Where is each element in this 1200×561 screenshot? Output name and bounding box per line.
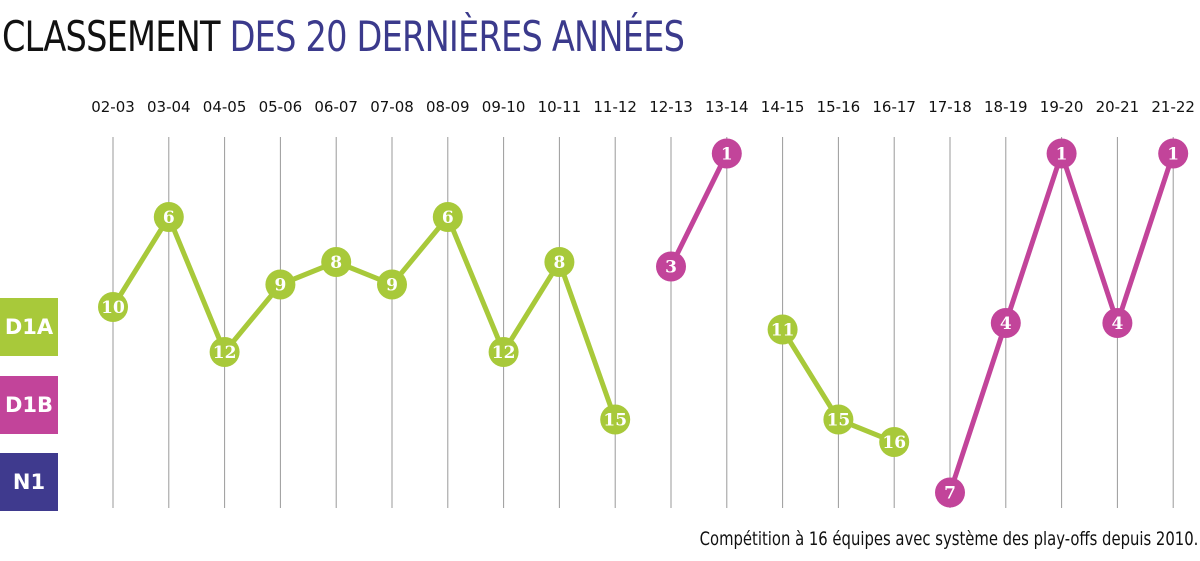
line-d1b-0 bbox=[668, 151, 730, 269]
rank-label-05-06: 9 bbox=[274, 276, 286, 296]
division-n1-badge: N1 bbox=[0, 453, 58, 511]
season-label-16-17: 16-17 bbox=[872, 98, 916, 116]
rank-label-13-14: 1 bbox=[721, 145, 733, 165]
rank-marker-09-10 bbox=[488, 337, 519, 367]
rank-marker-12-13 bbox=[656, 251, 686, 282]
season-label-02-03: 02-03 bbox=[91, 98, 135, 116]
rank-marker-17-18 bbox=[935, 477, 965, 508]
rank-label-15-16: 15 bbox=[827, 411, 851, 431]
rank-marker-16-17 bbox=[879, 427, 910, 457]
rank-label-09-10: 12 bbox=[492, 343, 516, 363]
rank-label-20-21: 4 bbox=[1111, 314, 1123, 334]
season-label-14-15: 14-15 bbox=[761, 98, 805, 116]
season-label-11-12: 11-12 bbox=[593, 98, 637, 116]
rank-marker-21-22 bbox=[1158, 138, 1189, 169]
division-d1b-badge: D1B bbox=[0, 376, 58, 434]
season-label-03-04: 03-04 bbox=[147, 98, 191, 116]
rank-label-10-11: 8 bbox=[553, 253, 565, 273]
rank-marker-19-20 bbox=[1046, 138, 1077, 169]
rank-marker-04-05 bbox=[209, 337, 240, 367]
season-label-21-22: 21-22 bbox=[1151, 98, 1195, 116]
season-label-19-20: 19-20 bbox=[1040, 98, 1084, 116]
rank-label-08-09: 6 bbox=[442, 208, 454, 228]
division-d1a-badge: D1A bbox=[0, 298, 58, 356]
rank-marker-20-21 bbox=[1102, 308, 1133, 338]
rank-marker-03-04 bbox=[153, 202, 184, 232]
season-label-09-10: 09-10 bbox=[482, 98, 526, 116]
rank-label-17-18: 7 bbox=[944, 484, 956, 504]
footnote: Compétition à 16 équipes avec système de… bbox=[699, 528, 1198, 550]
rank-marker-05-06 bbox=[265, 269, 296, 300]
rank-label-11-12: 15 bbox=[603, 411, 627, 431]
season-label-12-13: 12-13 bbox=[649, 98, 693, 116]
rank-marker-18-19 bbox=[990, 308, 1021, 338]
rank-markers: 10 6 12 9 8 9 6 12 8 15 11 15 16 3 1 7 4 1 4 1 bbox=[98, 138, 1189, 508]
rank-label-16-17: 16 bbox=[882, 433, 906, 453]
season-label-07-08: 07-08 bbox=[370, 98, 414, 116]
rank-label-02-03: 10 bbox=[101, 298, 125, 318]
season-label-17-18: 17-18 bbox=[928, 98, 972, 116]
season-label-18-19: 18-19 bbox=[984, 98, 1028, 116]
line-d1a-0 bbox=[110, 214, 618, 422]
rank-label-07-08: 9 bbox=[386, 276, 398, 296]
rank-label-19-20: 1 bbox=[1056, 145, 1068, 165]
rank-label-06-07: 8 bbox=[330, 253, 342, 273]
season-label-20-21: 20-21 bbox=[1096, 98, 1140, 116]
rank-label-14-15: 11 bbox=[771, 321, 795, 341]
season-label-13-14: 13-14 bbox=[705, 98, 749, 116]
rank-label-03-04: 6 bbox=[163, 208, 175, 228]
title-part-2: DES 20 DERNIÈRES ANNÉES bbox=[229, 12, 685, 61]
season-label-06-07: 06-07 bbox=[314, 98, 358, 116]
chart-title: CLASSEMENT DES 20 DERNIÈRES ANNÉES bbox=[2, 6, 685, 68]
season-label-10-11: 10-11 bbox=[538, 98, 582, 116]
season-label-05-06: 05-06 bbox=[259, 98, 303, 116]
rank-marker-02-03 bbox=[98, 292, 128, 322]
rank-marker-08-09 bbox=[432, 202, 463, 232]
rank-label-12-13: 3 bbox=[665, 258, 677, 278]
title-part-1: CLASSEMENT bbox=[2, 12, 221, 61]
rank-marker-06-07 bbox=[321, 247, 352, 277]
rank-label-04-05: 12 bbox=[213, 343, 237, 363]
season-labels: 02-03 03-04 04-05 05-06 06-07 07-08 08-09 09-10… bbox=[91, 98, 1195, 116]
rank-marker-10-11 bbox=[544, 247, 575, 277]
season-label-15-16: 15-16 bbox=[817, 98, 861, 116]
rank-marker-11-12 bbox=[600, 404, 631, 435]
season-label-04-05: 04-05 bbox=[203, 98, 247, 116]
rank-marker-07-08 bbox=[377, 269, 407, 300]
rank-marker-15-16 bbox=[823, 404, 854, 435]
rank-label-21-22: 1 bbox=[1167, 145, 1179, 165]
rank-marker-13-14 bbox=[711, 138, 742, 169]
rank-label-18-19: 4 bbox=[1000, 314, 1012, 334]
rank-marker-14-15 bbox=[767, 314, 798, 345]
season-label-08-09: 08-09 bbox=[426, 98, 470, 116]
